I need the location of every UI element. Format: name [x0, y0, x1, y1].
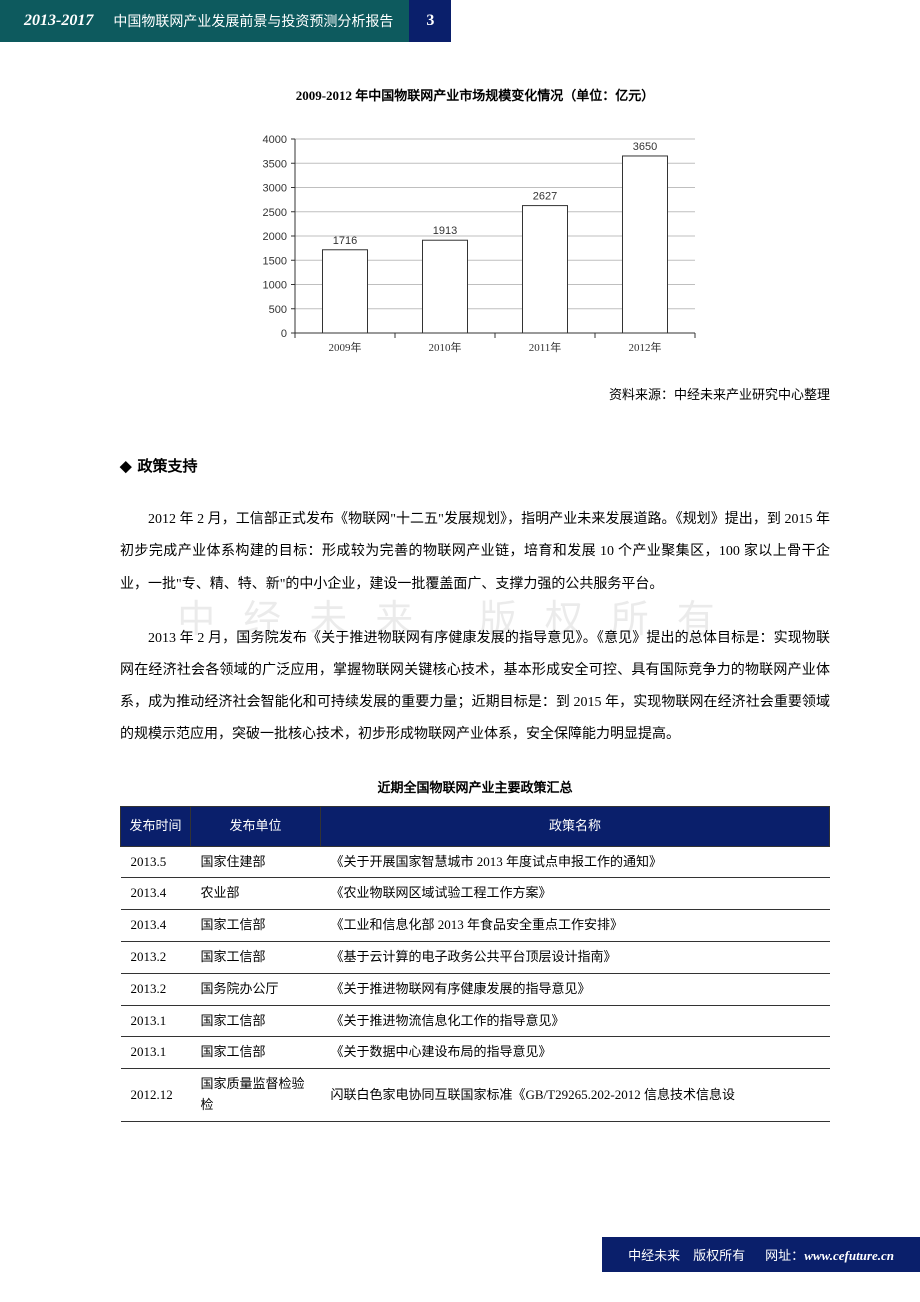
chart-source: 资料来源：中经未来产业研究中心整理 — [120, 381, 830, 410]
table-title: 近期全国物联网产业主要政策汇总 — [120, 774, 830, 803]
table-row: 2013.1国家工信部《关于推进物流信息化工作的指导意见》 — [121, 1005, 830, 1037]
table-header-col1: 发布单位 — [191, 807, 321, 847]
table-cell: 国务院办公厅 — [191, 973, 321, 1005]
table-cell: 《关于数据中心建设布局的指导意见》 — [321, 1037, 830, 1069]
svg-text:2500: 2500 — [263, 206, 287, 218]
table-cell: 国家工信部 — [191, 1037, 321, 1069]
table-cell: 国家工信部 — [191, 910, 321, 942]
table-cell: 2013.2 — [121, 942, 191, 974]
table-cell: 国家质量监督检验检 — [191, 1069, 321, 1122]
table-cell: 闪联白色家电协同互联国家标准《GB/T29265.202-2012 信息技术信息… — [321, 1069, 830, 1122]
svg-text:1000: 1000 — [263, 279, 287, 291]
table-row: 2012.12国家质量监督检验检闪联白色家电协同互联国家标准《GB/T29265… — [121, 1069, 830, 1122]
svg-text:2009年: 2009年 — [329, 340, 362, 354]
footer-url-label: 网址： — [765, 1248, 804, 1263]
table-row: 2013.2国务院办公厅《关于推进物联网有序健康发展的指导意见》 — [121, 973, 830, 1005]
svg-text:3000: 3000 — [263, 182, 287, 194]
footer-url: www.cefuture.cn — [804, 1248, 894, 1263]
table-cell: 2013.4 — [121, 910, 191, 942]
table-cell: 《农业物联网区域试验工程工作方案》 — [321, 878, 830, 910]
table-cell: 《关于开展国家智慧城市 2013 年度试点申报工作的通知》 — [321, 846, 830, 878]
paragraph-1: 2012 年 2 月，工信部正式发布《物联网"十二五"发展规划》，指明产业未来发… — [120, 504, 830, 601]
svg-text:500: 500 — [269, 303, 287, 315]
svg-text:2010年: 2010年 — [429, 340, 462, 354]
bar-chart: 0 500 1000 1500 2000 2500 3000 3500 4000 1716 2009… — [120, 123, 830, 363]
table-header-col0: 发布时间 — [121, 807, 191, 847]
diamond-icon: ◆ — [120, 451, 132, 484]
page-number: 3 — [409, 0, 451, 42]
table-cell: 《工业和信息化部 2013 年食品安全重点工作安排》 — [321, 910, 830, 942]
table-row: 2013.4农业部《农业物联网区域试验工程工作方案》 — [121, 878, 830, 910]
table-cell: 2013.1 — [121, 1005, 191, 1037]
section-heading: ◆ 政策支持 — [120, 451, 830, 484]
table-row: 2013.2国家工信部《基于云计算的电子政务公共平台顶层设计指南》 — [121, 942, 830, 974]
svg-text:4000: 4000 — [263, 134, 287, 146]
svg-text:1500: 1500 — [263, 255, 287, 267]
table-cell: 2013.2 — [121, 973, 191, 1005]
table-cell: 2013.5 — [121, 846, 191, 878]
header-title: 中国物联网产业发展前景与投资预测分析报告 — [105, 0, 409, 42]
table-cell: 《关于推进物联网有序健康发展的指导意见》 — [321, 973, 830, 1005]
table-cell: 《关于推进物流信息化工作的指导意见》 — [321, 1005, 830, 1037]
chart-svg: 0 500 1000 1500 2000 2500 3000 3500 4000 1716 2009… — [245, 123, 705, 363]
svg-text:3500: 3500 — [263, 158, 287, 170]
table-row: 2013.4国家工信部《工业和信息化部 2013 年食品安全重点工作安排》 — [121, 910, 830, 942]
table-cell: 国家工信部 — [191, 942, 321, 974]
svg-text:2012年: 2012年 — [629, 340, 662, 354]
table-cell: 国家住建部 — [191, 846, 321, 878]
svg-text:2627: 2627 — [533, 190, 557, 202]
svg-text:3650: 3650 — [633, 141, 657, 153]
table-cell: 农业部 — [191, 878, 321, 910]
table-row: 2013.5国家住建部《关于开展国家智慧城市 2013 年度试点申报工作的通知》 — [121, 846, 830, 878]
footer-copyright: 中经未来 版权所有 — [628, 1245, 745, 1264]
table-row: 2013.1国家工信部《关于数据中心建设布局的指导意见》 — [121, 1037, 830, 1069]
section-heading-text: 政策支持 — [138, 459, 198, 475]
table-cell: 2013.1 — [121, 1037, 191, 1069]
table-cell: 《基于云计算的电子政务公共平台顶层设计指南》 — [321, 942, 830, 974]
svg-text:0: 0 — [281, 328, 287, 340]
svg-text:1716: 1716 — [333, 234, 357, 246]
table-cell: 国家工信部 — [191, 1005, 321, 1037]
paragraph-2: 2013 年 2 月，国务院发布《关于推进物联网有序健康发展的指导意见》。《意见… — [120, 623, 830, 752]
footer-bar: 中经未来 版权所有 网址：www.cefuture.cn — [602, 1237, 920, 1272]
header-bar: 2013-2017 中国物联网产业发展前景与投资预测分析报告 3 — [0, 0, 920, 42]
table-header-col2: 政策名称 — [321, 807, 830, 847]
header-years: 2013-2017 — [0, 0, 105, 42]
footer-url-wrap: 网址：www.cefuture.cn — [765, 1245, 894, 1264]
svg-text:2000: 2000 — [263, 231, 287, 243]
table-cell: 2012.12 — [121, 1069, 191, 1122]
policy-table: 发布时间 发布单位 政策名称 2013.5国家住建部《关于开展国家智慧城市 20… — [120, 806, 830, 1122]
table-cell: 2013.4 — [121, 878, 191, 910]
chart-title: 2009-2012 年中国物联网产业市场规模变化情况（单位：亿元） — [120, 82, 830, 111]
table-header-row: 发布时间 发布单位 政策名称 — [121, 807, 830, 847]
svg-text:1913: 1913 — [433, 225, 457, 237]
svg-text:2011年: 2011年 — [529, 340, 562, 354]
